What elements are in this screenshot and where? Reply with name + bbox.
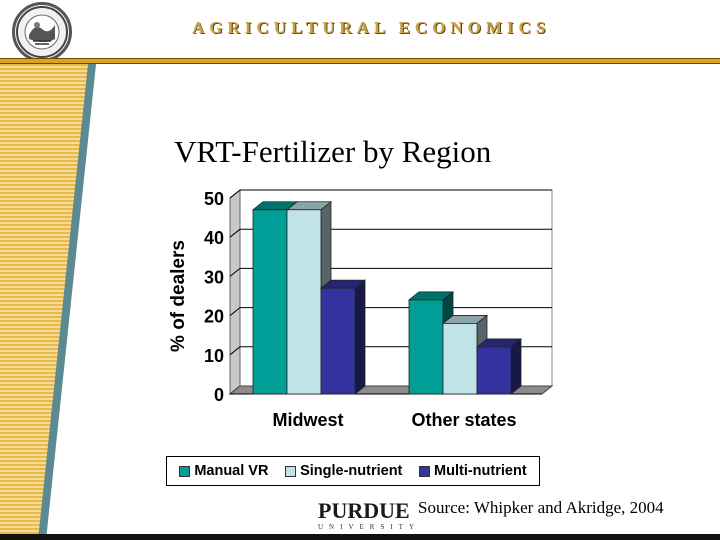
plot-side-wall	[229, 188, 241, 396]
logo-wordmark: PURDUE	[318, 498, 410, 523]
y-tick-label: 40	[204, 228, 224, 248]
gridline-side	[229, 268, 241, 277]
bar	[286, 209, 322, 395]
bar	[408, 299, 444, 395]
bar-side	[354, 279, 366, 395]
y-tick-label: 50	[204, 189, 224, 209]
legend-label: Manual VR	[194, 463, 269, 479]
x-category-label: Other states	[411, 410, 516, 430]
logo-subtitle: UNIVERSITY	[318, 523, 420, 531]
bar	[476, 346, 512, 395]
y-tick-label: 10	[204, 346, 224, 366]
gridline-side	[229, 307, 241, 316]
legend-label: Multi-nutrient	[434, 463, 527, 479]
slide-title: VRT-Fertilizer by Region	[174, 134, 492, 169]
decorative-stripe-panel	[0, 64, 96, 540]
header-band	[0, 0, 720, 58]
y-tick-label: 30	[204, 267, 224, 287]
gridline-side	[229, 346, 241, 356]
chart-legend: Manual VR Single-nutrient Multi-nutrient	[166, 456, 540, 486]
bar	[252, 209, 288, 395]
y-axis-label: % of dealers	[168, 240, 189, 352]
legend-item-single-nutrient: Single-nutrient	[285, 463, 402, 479]
source-citation: Source: Whipker and Akridge, 2004	[418, 498, 664, 517]
header-rule	[0, 58, 720, 64]
bar	[320, 287, 356, 395]
y-tick-label: 20	[204, 307, 224, 327]
legend-swatch-single-nutrient	[285, 465, 297, 477]
purdue-logo: PURDUE UNIVERSITY	[318, 498, 420, 532]
bottom-bar	[0, 534, 720, 540]
department-seal-logo	[12, 2, 72, 62]
legend-swatch-manual-vr	[179, 465, 191, 477]
gridline-side	[229, 189, 241, 199]
y-tick-label: 0	[214, 385, 224, 405]
legend-item-multi-nutrient: Multi-nutrient	[419, 463, 527, 479]
bar	[442, 323, 478, 395]
legend-label: Single-nutrient	[300, 463, 403, 479]
header-title: AGRICULTURAL ECONOMICS	[192, 18, 551, 37]
legend-item-manual-vr: Manual VR	[179, 463, 268, 479]
gridline-side	[229, 228, 241, 238]
bar-chart: 0 10 20 30 40 50 % of dealers Midwest Other stat…	[168, 188, 554, 430]
bar-side	[510, 338, 522, 395]
legend-swatch-multi-nutrient	[419, 465, 431, 477]
x-category-label: Midwest	[272, 410, 343, 430]
